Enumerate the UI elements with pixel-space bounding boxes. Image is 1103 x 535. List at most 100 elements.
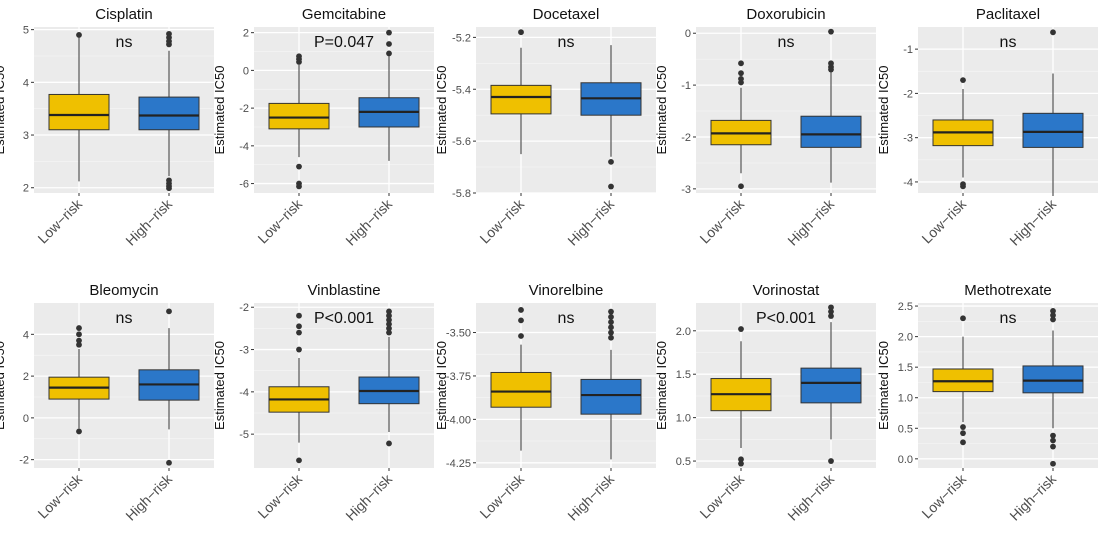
panel-title: Vorinostat xyxy=(753,282,821,299)
box-high-risk xyxy=(358,29,420,161)
box-body xyxy=(580,378,642,415)
chart-panel-6: -2 0 2 4 Low−risk High−risk Bleomycin ns Estimat… xyxy=(0,282,214,524)
x-tick-label: High−risk xyxy=(784,470,838,524)
chart-panel-5: -4 -3 -2 -1 Low−risk High−risk Paclitaxel ns Est… xyxy=(876,6,1098,249)
outlier-point xyxy=(166,308,172,315)
y-tick-label: 5 xyxy=(23,25,29,37)
outlier-point xyxy=(738,70,744,77)
panel-title: Cisplatin xyxy=(95,6,153,23)
outlier-point xyxy=(828,313,834,319)
box-body xyxy=(800,367,862,404)
outlier-point xyxy=(386,329,392,336)
y-axis-label: Estimated IC50 xyxy=(876,66,891,155)
y-tick-label: 0.5 xyxy=(676,456,691,468)
x-tick-label: High−risk xyxy=(784,195,838,249)
y-tick-label: -5.4 xyxy=(452,84,471,96)
y-tick-label: 0 xyxy=(23,413,29,425)
outlier-point xyxy=(1050,443,1056,450)
y-axis-label: Estimated IC50 xyxy=(876,341,891,430)
significance-label: ns xyxy=(1000,34,1017,51)
chart-panel-9: 0.5 1.0 1.5 2.0 Low−risk High−risk Vorinostat P… xyxy=(654,282,876,524)
outlier-point xyxy=(386,325,392,332)
y-tick-label: 2.5 xyxy=(898,301,913,313)
x-tick-label: High−risk xyxy=(1006,195,1060,249)
x-tick-label: Low−risk xyxy=(696,470,747,521)
chart-panel-2: -6 -4 -2 0 2 Low−risk High−risk Gemcitabine P=0.… xyxy=(212,6,434,249)
outlier-point xyxy=(608,329,614,336)
outlier-point xyxy=(296,183,302,190)
y-tick-label: 3 xyxy=(23,130,29,142)
y-tick-label: -3.75 xyxy=(446,371,471,383)
y-tick-label: 0.5 xyxy=(898,423,913,435)
y-tick-label: 0 xyxy=(243,65,249,77)
box-body xyxy=(1022,112,1084,148)
y-tick-label: 0.0 xyxy=(898,454,913,466)
outlier-point xyxy=(738,326,744,332)
y-tick-label: 2.0 xyxy=(898,332,913,344)
chart-panel-7: -5 -4 -3 -2 Low−risk High−risk Vinblastine P<0.… xyxy=(212,282,434,524)
outlier-point xyxy=(386,308,392,315)
chart-panel-3: -5.8 -5.6 -5.4 -5.2 Low−risk High−risk Docetax… xyxy=(434,6,656,249)
y-tick-label: -5.8 xyxy=(452,188,471,200)
box-low-risk xyxy=(268,53,330,190)
panel-title: Gemcitabine xyxy=(302,6,386,23)
outlier-point xyxy=(296,323,302,330)
panel-title: Bleomycin xyxy=(89,282,158,299)
outlier-point xyxy=(386,312,392,319)
y-axis-label: Estimated IC50 xyxy=(434,341,449,430)
box-high-risk xyxy=(138,30,200,192)
box-body xyxy=(1022,365,1084,394)
outlier-point xyxy=(518,333,524,339)
chart-panel-4: -3 -2 -1 0 Low−risk High−risk Doxorubicin ns Est… xyxy=(654,6,876,249)
outlier-point xyxy=(518,29,524,36)
y-tick-label: -2 xyxy=(681,132,691,144)
outlier-point xyxy=(76,337,82,344)
y-tick-label: -4 xyxy=(239,141,249,153)
y-tick-label: 1.0 xyxy=(898,393,913,405)
box-low-risk xyxy=(490,307,552,451)
box-low-risk xyxy=(490,29,552,155)
y-tick-label: -2 xyxy=(903,88,913,100)
plot-background xyxy=(696,27,876,193)
outlier-point xyxy=(1050,437,1056,444)
panel-title: Vinblastine xyxy=(307,282,380,299)
outlier-point xyxy=(608,334,614,341)
significance-label: P=0.047 xyxy=(314,34,374,51)
y-axis-label: Estimated IC50 xyxy=(0,341,7,430)
significance-label: ns xyxy=(1000,310,1017,327)
x-tick-label: Low−risk xyxy=(918,470,969,521)
y-axis-label: Estimated IC50 xyxy=(212,66,227,155)
outlier-point xyxy=(828,28,834,35)
x-tick-label: Low−risk xyxy=(254,470,305,521)
chart-panel-8: -4.25 -4.00 -3.75 -3.50 Low−risk High−risk Vin… xyxy=(434,282,656,524)
outlier-point xyxy=(960,439,966,446)
box-high-risk xyxy=(580,45,642,190)
outlier-point xyxy=(1050,29,1056,36)
chart-panel-10: 0.0 0.5 1.0 1.5 2.0 2.5 Low−risk High−risk Metho… xyxy=(876,282,1098,524)
x-tick-label: High−risk xyxy=(564,195,618,249)
y-tick-label: -3 xyxy=(681,184,691,196)
box-body xyxy=(48,93,110,131)
outlier-point xyxy=(166,41,172,48)
box-high-risk xyxy=(138,308,200,466)
y-tick-label: 1.5 xyxy=(898,362,913,374)
y-tick-label: 0 xyxy=(685,28,691,40)
significance-label: ns xyxy=(116,310,133,327)
outlier-point xyxy=(76,32,82,38)
box-high-risk xyxy=(580,308,642,460)
y-tick-label: -5.2 xyxy=(452,32,471,44)
box-body xyxy=(800,115,862,148)
panel-title: Doxorubicin xyxy=(746,6,825,23)
x-tick-label: High−risk xyxy=(342,470,396,524)
y-tick-label: -3.50 xyxy=(446,328,471,340)
outlier-point xyxy=(960,77,966,84)
outlier-point xyxy=(76,341,82,348)
x-tick-label: Low−risk xyxy=(34,470,85,521)
outlier-point xyxy=(738,183,744,190)
y-tick-label: -2 xyxy=(239,103,249,115)
outlier-point xyxy=(608,308,614,315)
box-high-risk xyxy=(1022,29,1084,193)
x-tick-label: High−risk xyxy=(122,470,176,524)
outlier-point xyxy=(828,458,834,464)
y-tick-label: 2 xyxy=(243,28,249,40)
